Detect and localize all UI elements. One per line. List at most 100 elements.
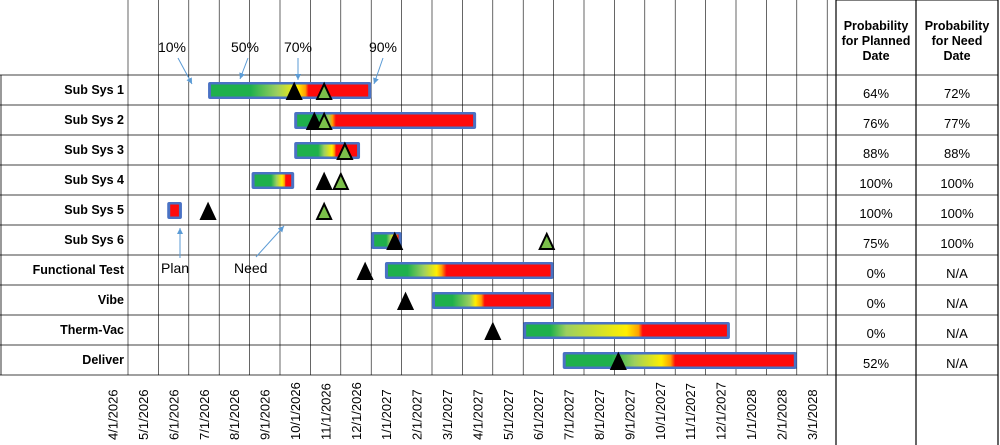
row-label: Therm-Vac — [60, 323, 124, 337]
prob-planned-value: 88% — [863, 146, 889, 161]
date-label: 8/1/2026 — [227, 389, 242, 440]
date-label: 12/1/2027 — [714, 382, 729, 440]
date-label: 11/1/2027 — [683, 383, 698, 440]
need-annotation: Need — [234, 260, 267, 276]
plan-marker-icon — [609, 351, 627, 370]
date-label: 4/1/2027 — [470, 389, 485, 440]
header-line: for Planned — [842, 34, 911, 48]
plan-marker-icon — [356, 261, 374, 280]
date-label: 7/1/2027 — [562, 389, 577, 440]
row-label: Sub Sys 4 — [64, 173, 124, 187]
date-label: 1/1/2027 — [379, 389, 394, 440]
plan-marker-icon — [285, 81, 303, 100]
date-label: 8/1/2027 — [592, 389, 607, 440]
need-marker-icon — [315, 201, 333, 220]
row-label: Sub Sys 5 — [64, 203, 124, 217]
date-label: 9/1/2026 — [258, 389, 273, 440]
percent-label: 10% — [158, 39, 186, 55]
header-line: Date — [862, 49, 889, 63]
bar-fill — [254, 174, 292, 187]
row-label: Sub Sys 2 — [64, 113, 124, 127]
prob-planned-value: 0% — [867, 326, 886, 341]
percent-label: 90% — [369, 39, 397, 55]
percent-label: 70% — [284, 39, 312, 55]
plan-marker-icon — [199, 201, 217, 220]
prob-planned-value: 76% — [863, 116, 889, 131]
percent-label: 50% — [231, 39, 259, 55]
row-label: Deliver — [82, 353, 124, 367]
need-marker-icon — [336, 141, 354, 160]
need-marker-icon — [332, 171, 350, 190]
row-label: Vibe — [98, 293, 124, 307]
date-label: 7/1/2026 — [197, 389, 212, 440]
date-label: 2/1/2028 — [774, 389, 789, 440]
prob-need-value: 77% — [944, 116, 970, 131]
date-label: 6/1/2027 — [531, 389, 546, 440]
header-line: for Need — [932, 34, 983, 48]
row-label: Functional Test — [33, 263, 125, 277]
bar-fill — [526, 324, 727, 337]
plan-marker-icon — [386, 231, 404, 250]
date-label: 12/1/2026 — [349, 382, 364, 440]
date-label: 9/1/2027 — [622, 389, 637, 440]
date-label: 3/1/2027 — [440, 389, 455, 440]
need-arrow — [255, 225, 285, 258]
bar-fill — [170, 204, 179, 217]
prob-need-value: N/A — [946, 326, 968, 341]
prob-need-value: N/A — [946, 296, 968, 311]
need-marker-icon — [315, 81, 333, 100]
date-label: 10/1/2026 — [288, 382, 303, 440]
date-label: 5/1/2026 — [136, 389, 151, 440]
date-label: 10/1/2027 — [653, 382, 668, 440]
prob-need-value: 72% — [944, 86, 970, 101]
date-label: 4/1/2026 — [106, 389, 121, 440]
annotations: Plan Need — [161, 57, 384, 276]
row-label: Sub Sys 6 — [64, 233, 124, 247]
prob-need-value: 100% — [940, 206, 974, 221]
header-prob-need: Probability for Need Date — [925, 19, 990, 63]
markers — [199, 81, 627, 370]
plan-marker-icon — [484, 321, 502, 340]
prob-need-value: N/A — [946, 266, 968, 281]
date-label: 3/1/2028 — [805, 389, 820, 440]
pct-arrow-50 — [239, 57, 249, 80]
pct-arrow-90 — [373, 57, 384, 85]
bars — [167, 82, 797, 369]
prob-need-value: 100% — [940, 236, 974, 251]
prob-need-value: 100% — [940, 176, 974, 191]
prob-need-value: 88% — [944, 146, 970, 161]
header-line: Probability — [844, 19, 909, 33]
bar-fill — [297, 114, 474, 127]
prob-planned-value: 0% — [867, 296, 886, 311]
date-label: 6/1/2026 — [166, 389, 181, 440]
row-label: Sub Sys 1 — [64, 83, 124, 97]
need-marker-icon — [315, 111, 333, 130]
bar-fill — [387, 264, 551, 277]
date-label: 1/1/2028 — [744, 389, 759, 440]
date-label: 5/1/2027 — [501, 389, 516, 440]
header-line: Date — [943, 49, 970, 63]
prob-planned-value: 100% — [859, 176, 893, 191]
prob-need-value: N/A — [946, 356, 968, 371]
header-line: Probability — [925, 19, 990, 33]
plan-marker-icon — [396, 291, 415, 310]
row-label: Sub Sys 3 — [64, 143, 124, 157]
prob-planned-value: 52% — [863, 356, 889, 371]
bar-fill — [435, 294, 551, 307]
header-prob-planned: Probability for Planned Date — [842, 19, 911, 63]
bar-fill — [565, 354, 794, 367]
plan-annotation: Plan — [161, 260, 189, 276]
date-label: 2/1/2027 — [410, 389, 425, 440]
prob-planned-value: 64% — [863, 86, 889, 101]
pct-arrow-10 — [177, 57, 193, 85]
need-marker-icon — [538, 231, 556, 250]
date-label: 11/1/2026 — [318, 383, 333, 440]
prob-planned-value: 0% — [867, 266, 886, 281]
prob-planned-value: 75% — [863, 236, 889, 251]
prob-planned-value: 100% — [859, 206, 893, 221]
plan-marker-icon — [315, 171, 333, 190]
